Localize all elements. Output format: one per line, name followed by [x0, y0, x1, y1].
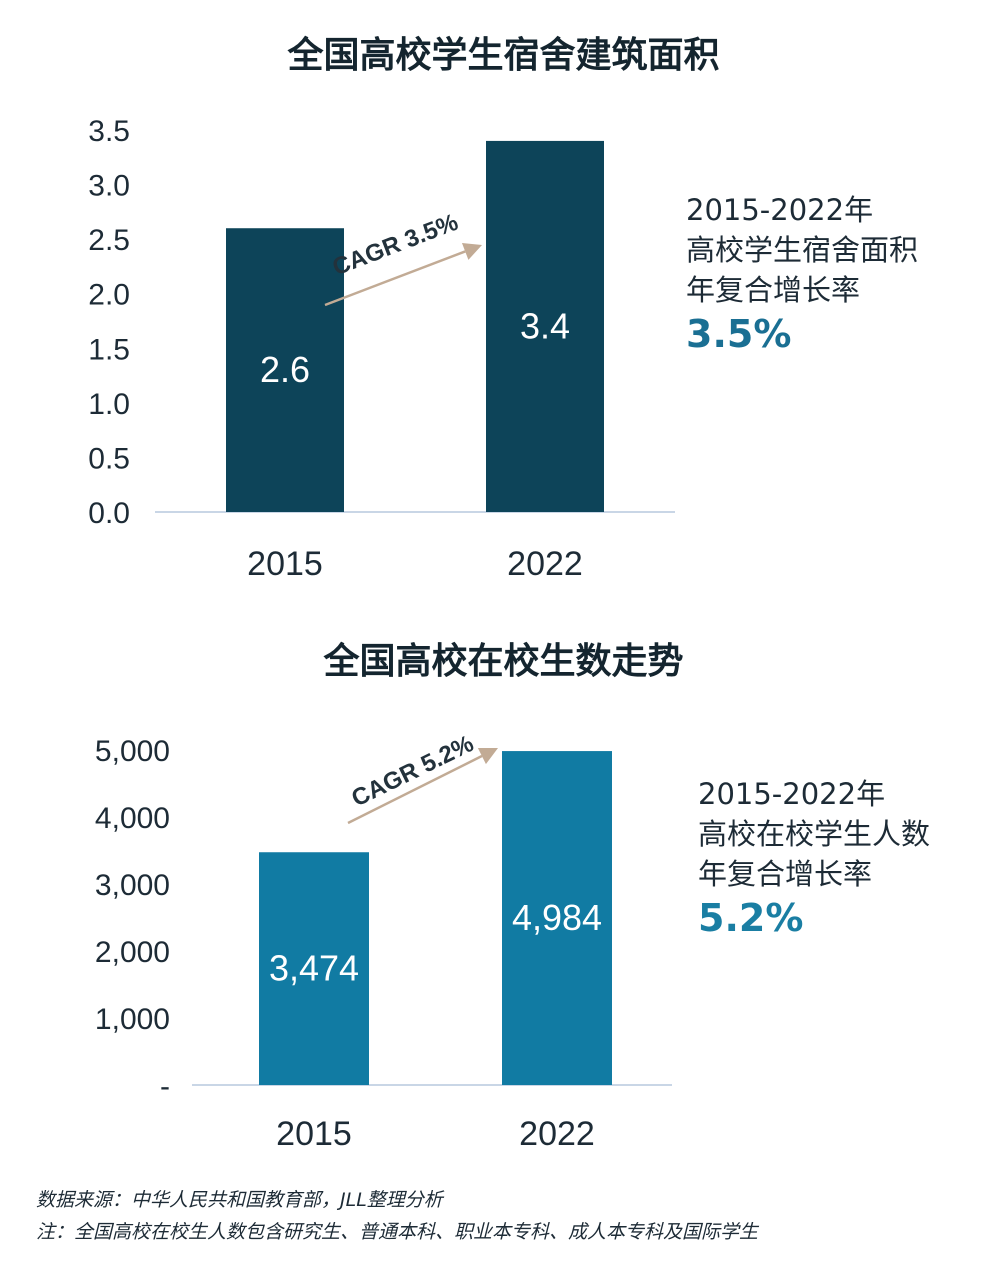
y-tick-label: 1.5 [88, 333, 130, 366]
side1-line2: 高校学生宿舍面积 [686, 233, 919, 267]
bar-2022 [502, 751, 612, 1085]
chart1-side-note: 2015-2022年 高校学生宿舍面积 年复合增长率 3.5% [686, 190, 918, 358]
y-tick-label: 2,000 [95, 936, 170, 969]
cagr-label: CAGR 5.2% [347, 730, 478, 812]
y-tick-label: 1,000 [95, 1003, 170, 1036]
y-tick-label: 0.5 [88, 442, 130, 475]
cagr-arrow-line [347, 754, 483, 825]
y-tick-label: 2.5 [88, 224, 130, 257]
side1-cagr-value: 3.5% [686, 312, 792, 356]
bar-value-label: 3,474 [269, 948, 359, 989]
y-tick-label: - [160, 1070, 170, 1103]
x-tick-label: 2022 [507, 545, 583, 583]
side2-cagr-value: 5.2% [698, 896, 804, 940]
chart1-plot: 0.0 0.5 1.0 1.5 2.0 2.5 3.0 3.5 2.6 2015 3.4 2022 CA… [88, 115, 675, 583]
side2-line3: 年复合增长率 [698, 857, 873, 891]
bar-value-label: 2.6 [260, 349, 310, 390]
bar-2015 [259, 852, 369, 1085]
y-tick-label: 3.5 [88, 115, 130, 148]
bar-2022 [486, 140, 604, 512]
y-tick-label: 5,000 [95, 735, 170, 768]
y-tick-label: 1.0 [88, 388, 130, 421]
side2-line1: 2015-2022年 [698, 777, 886, 811]
y-tick-label: 0.0 [88, 497, 130, 530]
y-tick-label: 3.0 [88, 170, 130, 203]
x-tick-label: 2015 [276, 1115, 352, 1153]
cagr-label: CAGR 3.5% [329, 209, 462, 282]
chart2-side-note: 2015-2022年 高校在校学生人数 年复合增长率 5.2% [698, 774, 930, 942]
chart2-title: 全国高校在校生数走势 [323, 641, 684, 682]
footer-notes: 数据来源：中华人民共和国教育部，JLL整理分析 注：全国高校在校生人数包含研究生… [36, 1184, 758, 1248]
side2-line2: 高校在校学生人数 [698, 817, 931, 851]
bar-value-label: 4,984 [512, 897, 602, 938]
side1-line3: 年复合增长率 [686, 273, 861, 307]
chart1-title: 全国高校学生宿舍建筑面积 [287, 35, 720, 76]
x-tick-label: 2022 [519, 1115, 595, 1153]
cagr-arrow-head [461, 243, 482, 260]
cagr-arrow-head [477, 748, 498, 765]
chart2-plot: - 1,000 2,000 3,000 4,000 5,000 3,474 2015 4,984… [95, 730, 672, 1153]
y-tick-label: 4,000 [95, 802, 170, 835]
y-tick-label: 2.0 [88, 279, 130, 312]
y-tick-label: 3,000 [95, 869, 170, 902]
bar-2015 [226, 228, 344, 512]
side1-line1: 2015-2022年 [686, 193, 874, 227]
source-note: 数据来源：中华人民共和国教育部，JLL整理分析 [36, 1189, 443, 1211]
cagr-arrow-line [324, 250, 466, 307]
footnote: 注：全国高校在校生人数包含研究生、普通本科、职业本专科、成人本专科及国际学生 [36, 1221, 759, 1243]
bar-value-label: 3.4 [520, 305, 570, 346]
x-tick-label: 2015 [247, 545, 323, 583]
